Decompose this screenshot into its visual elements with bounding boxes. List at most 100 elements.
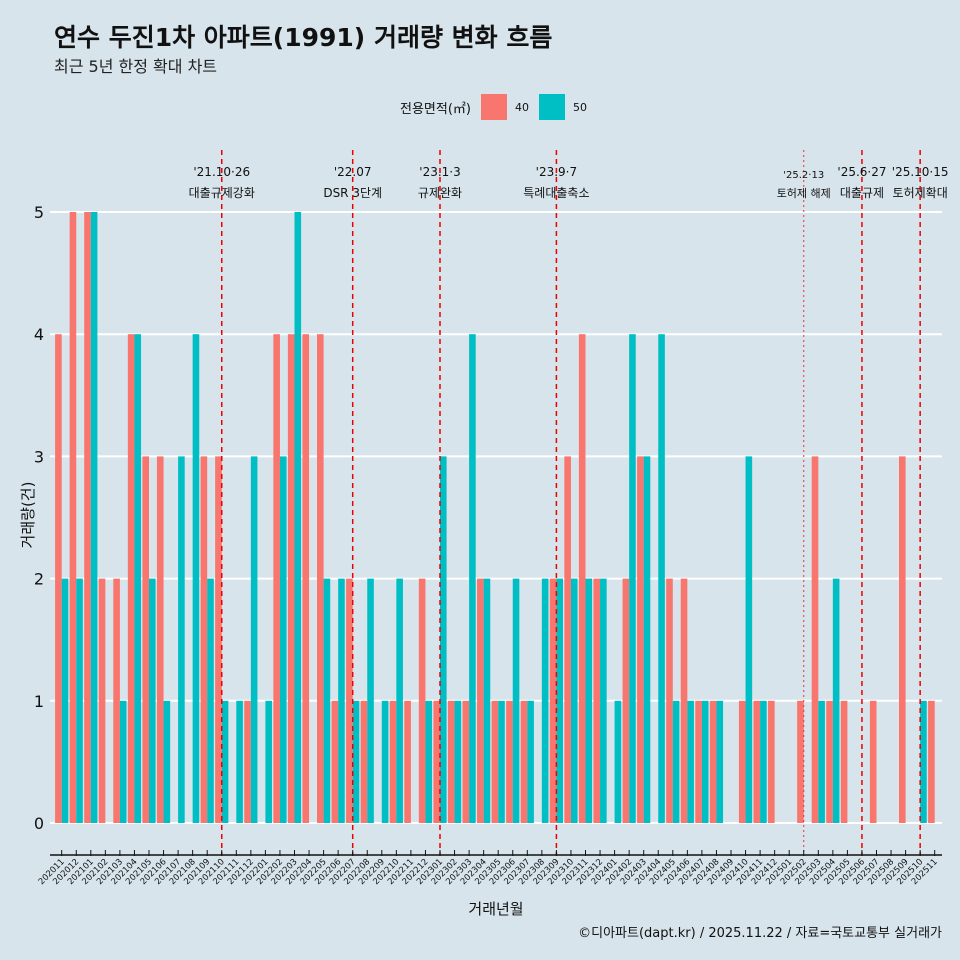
- bar-50-202111: [236, 700, 243, 823]
- caption: ©디아파트(dapt.kr) / 2025.11.22 / 자료=국토교통부 실…: [578, 926, 942, 941]
- event-date: '23.1·3: [419, 165, 460, 179]
- event-label: 규제완화: [418, 186, 462, 200]
- bar-50-202106: [163, 700, 171, 823]
- bar-50-202305: [498, 700, 505, 823]
- bar-40-202407: [695, 700, 702, 823]
- bar-40-202103: [113, 578, 120, 823]
- legend: 전용면적(㎡) 40 50: [400, 94, 587, 120]
- bar-40-202509: [899, 456, 906, 823]
- bar-40-202301: [433, 700, 440, 823]
- legend-label-50: 50: [572, 100, 587, 114]
- bar-50-202410: [745, 456, 753, 823]
- bar-50-202203: [294, 212, 302, 823]
- bar-40-202206: [331, 700, 339, 823]
- y-tick-label: 4: [34, 325, 44, 344]
- bar-40-202405: [666, 578, 673, 823]
- chart-subtitle: 최근 5년 한정 확대 차트: [54, 57, 218, 76]
- event-label: 특례대출축소: [523, 186, 589, 200]
- bar-40-202102: [98, 578, 106, 823]
- bar-50-202012: [76, 578, 83, 823]
- bar-40-202307: [520, 700, 528, 823]
- bar-50-202109: [207, 578, 214, 823]
- bar-40-202205: [317, 334, 324, 823]
- bar-40-202504: [826, 700, 833, 823]
- bar-50-202406: [687, 700, 694, 823]
- bar-50-202411: [760, 700, 767, 823]
- bar-50-202101: [90, 212, 98, 823]
- bar-50-202105: [149, 578, 156, 823]
- event-label: DSR 3단계: [323, 186, 382, 200]
- bar-40-202011: [55, 334, 62, 823]
- bar-40-202410: [738, 700, 746, 823]
- y-tick-label: 2: [34, 570, 44, 589]
- bar-50-202309: [556, 578, 563, 823]
- bar-40-202101: [84, 212, 91, 823]
- event-date: '25.10·15: [892, 165, 949, 179]
- bar-40-202502: [797, 700, 804, 823]
- bar-50-202402: [629, 334, 636, 823]
- event-date: '25.2·13: [783, 170, 824, 181]
- y-tick-label: 3: [34, 447, 44, 466]
- bar-40-202305: [491, 700, 499, 823]
- bar-50-202208: [367, 578, 374, 823]
- bar-40-202505: [840, 700, 848, 823]
- bar-50-202307: [527, 700, 534, 823]
- bar-50-202310: [570, 578, 578, 823]
- bar-50-202209: [381, 700, 389, 823]
- x-axis-title: 거래년월: [468, 900, 523, 918]
- bar-50-202404: [658, 334, 665, 823]
- bar-50-202206: [338, 578, 345, 823]
- y-tick-label: 0: [34, 814, 44, 833]
- y-tick-label: 5: [34, 203, 44, 222]
- bar-50-202107: [178, 456, 185, 823]
- bar-50-202110: [221, 700, 229, 823]
- bar-50-202403: [643, 456, 651, 823]
- bar-40-202109: [200, 456, 208, 823]
- bar-50-202108: [192, 334, 200, 823]
- bar-50-202303: [469, 334, 476, 823]
- bar-40-202207: [346, 578, 353, 823]
- bar-50-202311: [585, 578, 593, 823]
- bar-40-202210: [389, 700, 397, 823]
- bar-50-202202: [279, 456, 287, 823]
- bar-50-202401: [614, 700, 622, 823]
- bar-50-202302: [454, 700, 462, 823]
- event-date: '23.9·7: [536, 165, 577, 179]
- bar-40-202403: [637, 456, 644, 823]
- event-date: '22.07: [334, 165, 372, 179]
- bar-50-202301: [440, 456, 447, 823]
- bar-40-202202: [273, 334, 280, 823]
- bar-50-202103: [119, 700, 127, 823]
- bar-40-202302: [447, 700, 455, 823]
- bar-50-202306: [512, 578, 520, 823]
- bar-40-202211: [404, 700, 411, 823]
- bar-40-202402: [622, 578, 630, 823]
- bar-40-202106: [156, 456, 164, 823]
- event-label: 대출규제: [840, 186, 884, 200]
- bar-40-202511: [928, 700, 935, 823]
- bar-40-202203: [287, 334, 295, 823]
- bar-50-202510: [920, 700, 927, 823]
- event-date: '21.10·26: [193, 165, 250, 179]
- bar-40-202204: [302, 334, 310, 823]
- y-axis-title: 거래량(건): [19, 482, 37, 549]
- bar-50-202304: [483, 578, 491, 823]
- bar-50-202312: [600, 578, 607, 823]
- bar-50-202408: [716, 700, 724, 823]
- legend-title: 전용면적(㎡): [400, 101, 471, 117]
- y-tick-label: 1: [34, 692, 44, 711]
- legend-swatch-40: [480, 94, 507, 120]
- bar-50-202210: [396, 578, 403, 823]
- bar-40-202406: [680, 578, 688, 823]
- bar-50-202212: [425, 700, 433, 823]
- bar-40-202507: [869, 700, 877, 823]
- event-label: 토허제확대: [893, 186, 948, 200]
- bar-40-202104: [127, 334, 135, 823]
- bar-50-202407: [701, 700, 709, 823]
- bar-40-202012: [69, 212, 77, 823]
- bar-50-202503: [818, 700, 825, 823]
- bar-40-202309: [549, 578, 557, 823]
- bar-40-202312: [593, 578, 601, 823]
- bar-50-202201: [265, 700, 272, 823]
